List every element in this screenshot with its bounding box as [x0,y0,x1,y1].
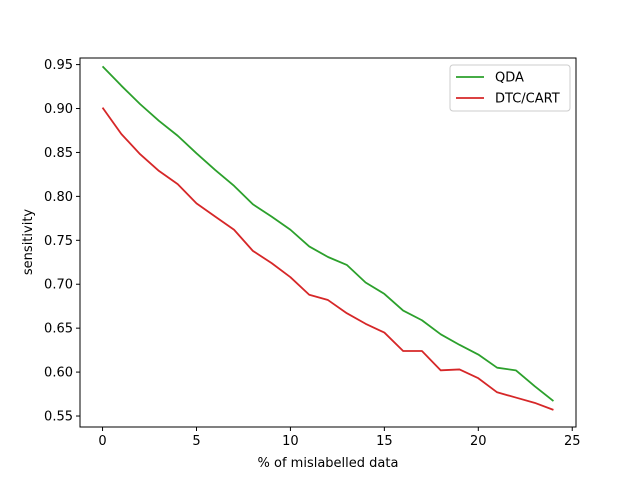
y-tick-label: 0.80 [44,190,73,205]
y-tick-label: 0.85 [44,146,73,161]
y-tick-label: 0.55 [44,410,73,425]
series-line-dtc-cart [101,107,554,411]
y-tick-label: 0.65 [44,322,73,337]
y-tick-label: 0.95 [44,58,73,73]
x-tick-label: 0 [98,434,106,449]
x-tick-label: 15 [376,434,393,449]
plot-area [80,58,576,427]
x-tick-label: 20 [470,434,487,449]
x-tick-label: 25 [564,434,581,449]
x-tick-label: 5 [192,434,200,449]
legend-label-dtc-cart: DTC/CART [495,92,560,107]
y-tick-label: 0.90 [44,102,73,117]
series-line-qda [101,65,555,402]
x-axis-label: % of mislabelled data [258,456,399,471]
plot-frame [79,57,577,428]
y-tick-label: 0.70 [44,278,73,293]
y-tick-label: 0.60 [44,366,73,381]
x-tick-label: 10 [282,434,299,449]
y-tick-label: 0.75 [44,234,73,249]
series-lines [101,65,555,411]
x-axis-ticks: 0 5 10 15 20 25 [98,427,581,449]
y-axis-ticks: 0.55 0.60 0.65 0.70 0.75 0.80 0.85 0.90 0.95 [44,58,80,425]
legend-label-qda: QDA [495,71,524,86]
legend: QDA DTC/CART [449,64,571,112]
y-axis-label: sensitivity [21,209,36,276]
